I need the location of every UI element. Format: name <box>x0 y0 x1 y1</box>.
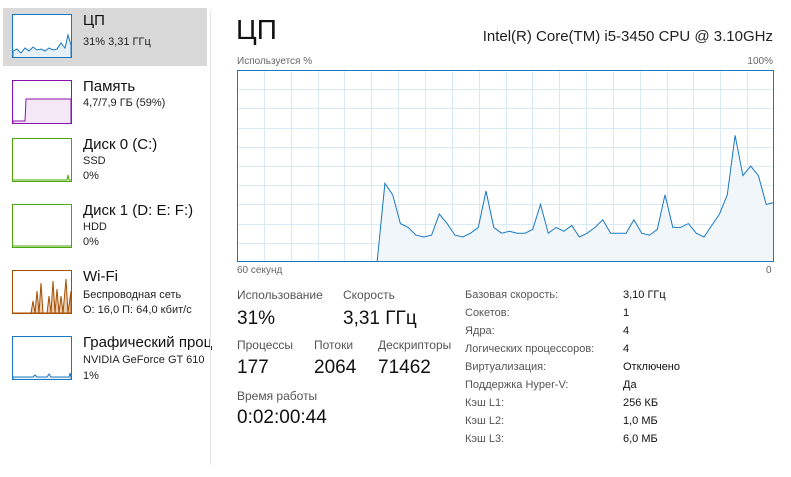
cpu-thumbnail-graph <box>12 14 72 58</box>
page-title: ЦП <box>236 14 277 45</box>
resource-name: Диск 0 (C:) <box>83 136 158 153</box>
l3-cache-label: Кэш L3: <box>465 433 505 445</box>
cpu-model-name: Intel(R) Core(TM) i5-3450 CPU @ 3.10GHz <box>482 28 773 45</box>
resource-disk-1[interactable]: Диск 1 (D: E: F:) HDD 0% <box>3 198 207 256</box>
cores-value: 4 <box>623 325 630 337</box>
resource-detail: SSD <box>83 155 106 167</box>
gpu-thumbnail-graph <box>12 336 72 380</box>
speed-label: Скорость <box>343 288 395 302</box>
l2-cache-label: Кэш L2: <box>465 415 505 427</box>
resource-detail: Беспроводная сеть <box>83 289 182 301</box>
threads-label: Потоки <box>314 338 354 352</box>
resource-name: Графический проц <box>83 334 213 351</box>
resource-name: Память <box>83 78 136 95</box>
l1-cache-label: Кэш L1: <box>465 397 505 409</box>
hyperv-support-value: Да <box>623 379 637 391</box>
l1-cache-value: 256 КБ <box>623 397 659 409</box>
hyperv-support-label: Поддержка Hyper-V: <box>465 379 569 391</box>
logical-processors-label: Логических процессоров: <box>465 343 595 355</box>
threads-value: 2064 <box>314 357 357 378</box>
virtualization-value: Отключено <box>623 361 680 373</box>
l3-cache-value: 6,0 МБ <box>623 433 658 445</box>
resource-detail: NVIDIA GeForce GT 610 <box>83 354 205 366</box>
graph-y-max-label: 100% <box>747 56 773 67</box>
resource-list: ЦП 31% 3,31 ГГц Память 4,7/7,9 ГБ (59%) … <box>0 0 212 477</box>
graph-time-span-label: 60 секунд <box>237 265 283 276</box>
l2-cache-value: 1,0 МБ <box>623 415 658 427</box>
resource-detail: 31% 3,31 ГГц <box>83 36 151 48</box>
processes-value: 177 <box>237 357 269 378</box>
resource-detail: HDD <box>83 221 107 233</box>
resource-name: ЦП <box>83 12 105 29</box>
sockets-value: 1 <box>623 307 630 319</box>
panel-divider <box>210 10 211 465</box>
cores-label: Ядра: <box>465 325 495 337</box>
resource-usage: 1% <box>83 370 99 382</box>
resource-memory[interactable]: Память 4,7/7,9 ГБ (59%) <box>3 74 207 132</box>
graph-grid <box>237 70 774 262</box>
cpu-usage-line <box>237 135 774 262</box>
base-speed-value: 3,10 ГГц <box>623 289 666 301</box>
cpu-usage-graph <box>237 70 774 262</box>
resource-usage: 0% <box>83 170 99 182</box>
disk1-thumbnail-graph <box>12 204 72 248</box>
uptime-label: Время работы <box>237 389 318 403</box>
resource-wifi[interactable]: Wi-Fi Беспроводная сеть О: 16,0 П: 64,0 … <box>3 264 207 322</box>
resource-gpu[interactable]: Графический проц NVIDIA GeForce GT 610 1… <box>3 330 212 388</box>
resource-usage: 0% <box>83 236 99 248</box>
graph-time-end-label: 0 <box>766 265 772 276</box>
logical-processors-value: 4 <box>623 343 630 355</box>
processes-label: Процессы <box>237 338 294 352</box>
uptime-value: 0:02:00:44 <box>237 407 327 428</box>
sockets-label: Сокетов: <box>465 307 510 319</box>
graph-y-axis-label: Используется % <box>237 56 313 67</box>
base-speed-label: Базовая скорость: <box>465 289 559 301</box>
usage-label: Использование <box>237 288 323 302</box>
resource-usage: О: 16,0 П: 64,0 кбит/с <box>83 304 192 316</box>
handles-label: Дескрипторы <box>378 338 452 352</box>
speed-value: 3,31 ГГц <box>343 308 417 329</box>
resource-cpu[interactable]: ЦП 31% 3,31 ГГц <box>3 8 207 66</box>
memory-thumbnail-graph <box>12 80 72 124</box>
graph-border <box>237 70 774 262</box>
resource-name: Wi-Fi <box>83 268 118 285</box>
resource-disk-0[interactable]: Диск 0 (C:) SSD 0% <box>3 132 207 190</box>
disk0-thumbnail-graph <box>12 138 72 182</box>
wifi-thumbnail-graph <box>12 270 72 314</box>
usage-value: 31% <box>237 308 276 329</box>
virtualization-label: Виртуализация: <box>465 361 547 373</box>
resource-detail: 4,7/7,9 ГБ (59%) <box>83 97 166 109</box>
handles-value: 71462 <box>378 357 431 378</box>
resource-name: Диск 1 (D: E: F:) <box>83 202 194 219</box>
